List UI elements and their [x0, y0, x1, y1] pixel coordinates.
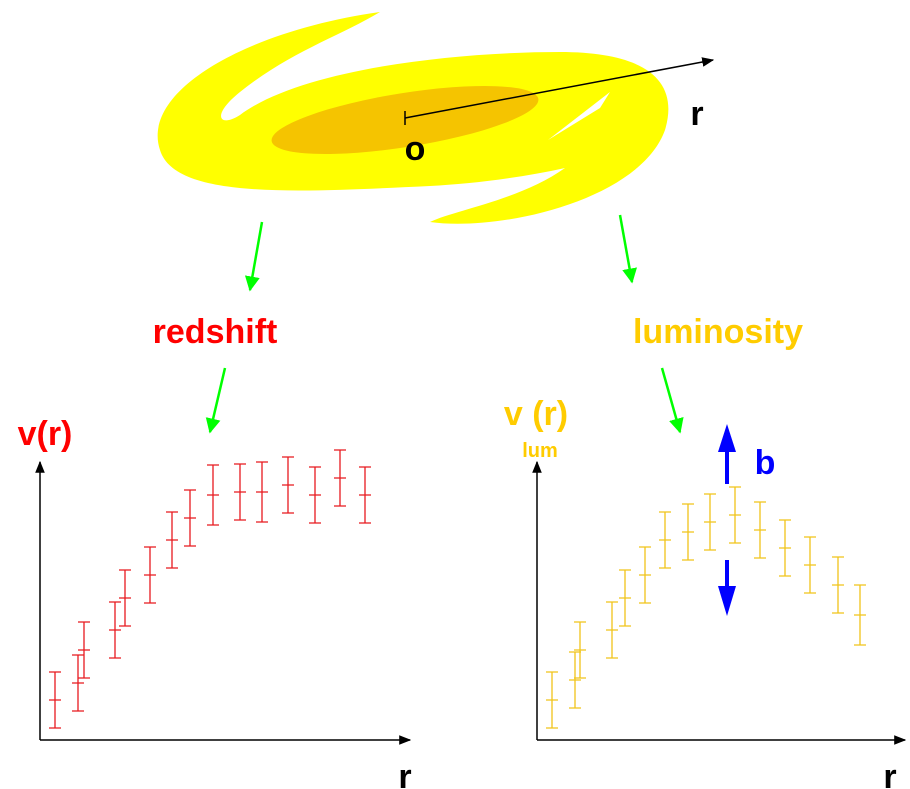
- galaxy: o r: [157, 12, 715, 224]
- flow-arrow: [660, 367, 684, 434]
- offset-arrow-head: [718, 586, 736, 616]
- radius-line: [404, 57, 715, 119]
- offset-arrow-head: [718, 424, 736, 452]
- galaxy-gap: [548, 92, 610, 140]
- flow-arrows: [205, 214, 684, 434]
- offset-label: b: [755, 444, 776, 482]
- radius-label: r: [690, 95, 703, 133]
- x-axis-label: r: [398, 758, 411, 789]
- luminosity-label: luminosity: [633, 313, 803, 351]
- error-bars: [546, 486, 866, 729]
- offset-arrows: [718, 424, 736, 616]
- offset-arrow: [725, 560, 729, 590]
- center-label: o: [405, 130, 426, 168]
- left-plot: v(r) r: [18, 415, 412, 789]
- y-axis-label: v (r): [504, 395, 568, 433]
- right-plot: v (r) lum r b: [504, 395, 907, 789]
- x-axis-label: r: [883, 758, 896, 789]
- flow-arrow: [244, 221, 264, 292]
- y-axis-label: v(r): [18, 415, 73, 453]
- y-axis-subscript: lum: [522, 440, 558, 462]
- flow-arrow: [618, 214, 638, 284]
- flow-arrow: [205, 367, 227, 434]
- offset-arrow: [725, 448, 729, 484]
- redshift-label: redshift: [153, 313, 278, 351]
- error-bars: [49, 449, 371, 729]
